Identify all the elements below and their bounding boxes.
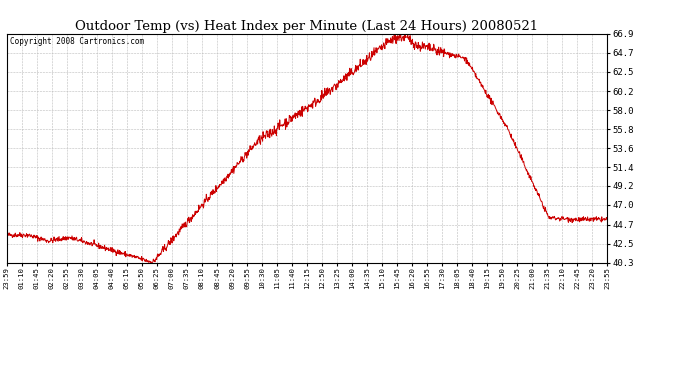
Text: Copyright 2008 Cartronics.com: Copyright 2008 Cartronics.com (10, 37, 144, 46)
Title: Outdoor Temp (vs) Heat Index per Minute (Last 24 Hours) 20080521: Outdoor Temp (vs) Heat Index per Minute … (75, 20, 539, 33)
